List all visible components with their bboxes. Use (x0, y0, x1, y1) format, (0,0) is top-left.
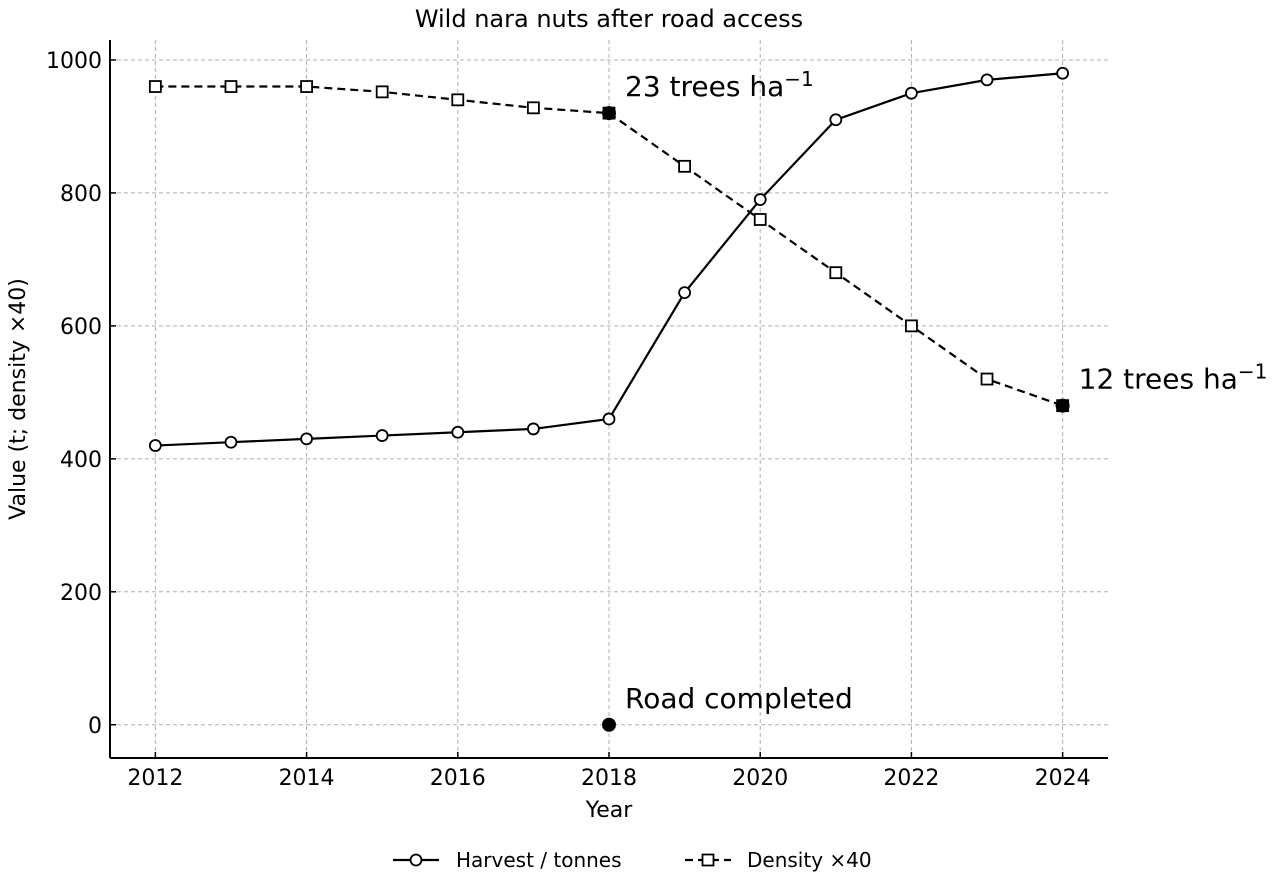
legend-item-1: Harvest / tonnes (393, 848, 622, 872)
data-point (753, 213, 767, 226)
x-tick-label: 2022 (883, 766, 939, 791)
data-point (224, 435, 238, 449)
legend-label: Harvest / tonnes (456, 848, 622, 872)
y-tick-label: 800 (60, 182, 102, 207)
x-tick-label: 2012 (127, 766, 183, 791)
chart-title: Wild nara nuts after road access (415, 5, 803, 33)
legend-label: Density ×40 (747, 848, 872, 872)
annotation-marker (602, 717, 616, 732)
x-axis-title: Year (585, 798, 634, 823)
data-point (678, 159, 692, 173)
data-point (451, 425, 465, 439)
data-point (375, 429, 389, 442)
annotation-layer: 23 trees ha−1 12 trees ha−1 Road completed (602, 67, 1267, 732)
axes: 2012 2014 2016 2018 2020 2022 2024 0 200 400 600 80… (46, 40, 1108, 791)
data-point (300, 432, 313, 446)
legend-marker (409, 853, 423, 867)
data-point (148, 439, 162, 452)
annotation-label: Road completed (625, 682, 853, 715)
legend-marker (701, 853, 715, 867)
y-tick-label: 200 (60, 581, 102, 606)
data-point (224, 80, 238, 93)
x-tick-label: 2020 (732, 766, 788, 791)
y-axis-title: Value (t; density ×40) (6, 278, 31, 520)
data-point (678, 286, 692, 300)
data-point (753, 193, 767, 206)
data-point (905, 319, 918, 333)
series-1 (148, 66, 1070, 452)
annotation-label: 12 trees ha−1 (1079, 360, 1268, 396)
data-point (451, 93, 465, 107)
legend: Harvest / tonnes Density ×40 (393, 848, 872, 872)
data-point (602, 412, 616, 426)
y-tick-label: 0 (88, 714, 102, 739)
data-point (980, 73, 994, 87)
x-tick-label: 2024 (1035, 766, 1091, 791)
grid (110, 40, 1108, 758)
y-tick-label: 1000 (46, 49, 102, 74)
y-tick-label: 400 (60, 448, 102, 473)
data-point (526, 422, 540, 436)
annotation-marker (602, 106, 616, 121)
data-point (829, 113, 843, 127)
data-point (375, 85, 389, 99)
data-point (905, 86, 918, 100)
data-point (980, 372, 994, 386)
data-point (526, 101, 540, 115)
x-tick-label: 2014 (279, 766, 335, 791)
x-tick-label: 2018 (581, 766, 637, 791)
data-point (1056, 66, 1070, 80)
data-point (829, 266, 843, 280)
annotation-label: 23 trees ha−1 (625, 67, 814, 103)
y-tick-label: 600 (60, 315, 102, 340)
x-tick-label: 2016 (430, 766, 486, 791)
annotation-marker (1055, 398, 1070, 413)
legend-item-2: Density ×40 (685, 848, 872, 872)
data-point (300, 80, 313, 93)
data-point (148, 80, 162, 93)
